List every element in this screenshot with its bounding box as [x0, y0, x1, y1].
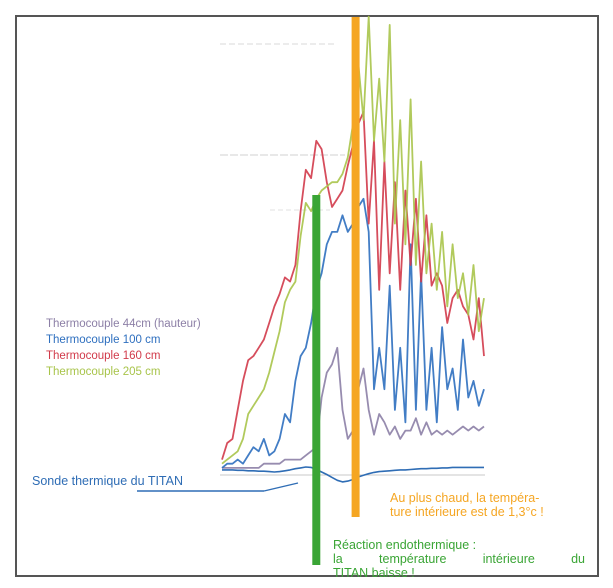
legend-item-44cm: Thermocouple 44cm (hauteur) [46, 318, 201, 330]
annotation-endo-line3: TITAN baisse ! [333, 566, 415, 580]
annotation-endo-line2: la température intérieure du [333, 552, 585, 566]
legend-item-160cm: Thermocouple 160 cm [46, 350, 161, 362]
legend-item-100cm: Thermocouple 100 cm [46, 334, 161, 346]
chart-frame [15, 15, 599, 577]
sonde-leader-line-diag [263, 482, 299, 492]
legend-item-205cm: Thermocouple 205 cm [46, 366, 161, 378]
marker-bar-plus-chaud [351, 17, 360, 517]
annotation-sonde: Sonde thermique du TITAN [32, 474, 184, 488]
marker-bar-reaction-endothermique [312, 195, 321, 565]
annotation-plus-chaud: Au plus chaud, la tempéra- ture intérieu… [390, 491, 600, 519]
annotation-plus-chaud-line2: ture intérieure est de 1,3°c ! [390, 505, 544, 519]
annotation-endothermique: Réaction endothermique : la température … [333, 538, 585, 580]
marker-layer [312, 17, 360, 565]
annotation-endo-line1: Réaction endothermique : [333, 538, 477, 552]
annotation-plus-chaud-line1: Au plus chaud, la tempéra- [390, 491, 540, 505]
